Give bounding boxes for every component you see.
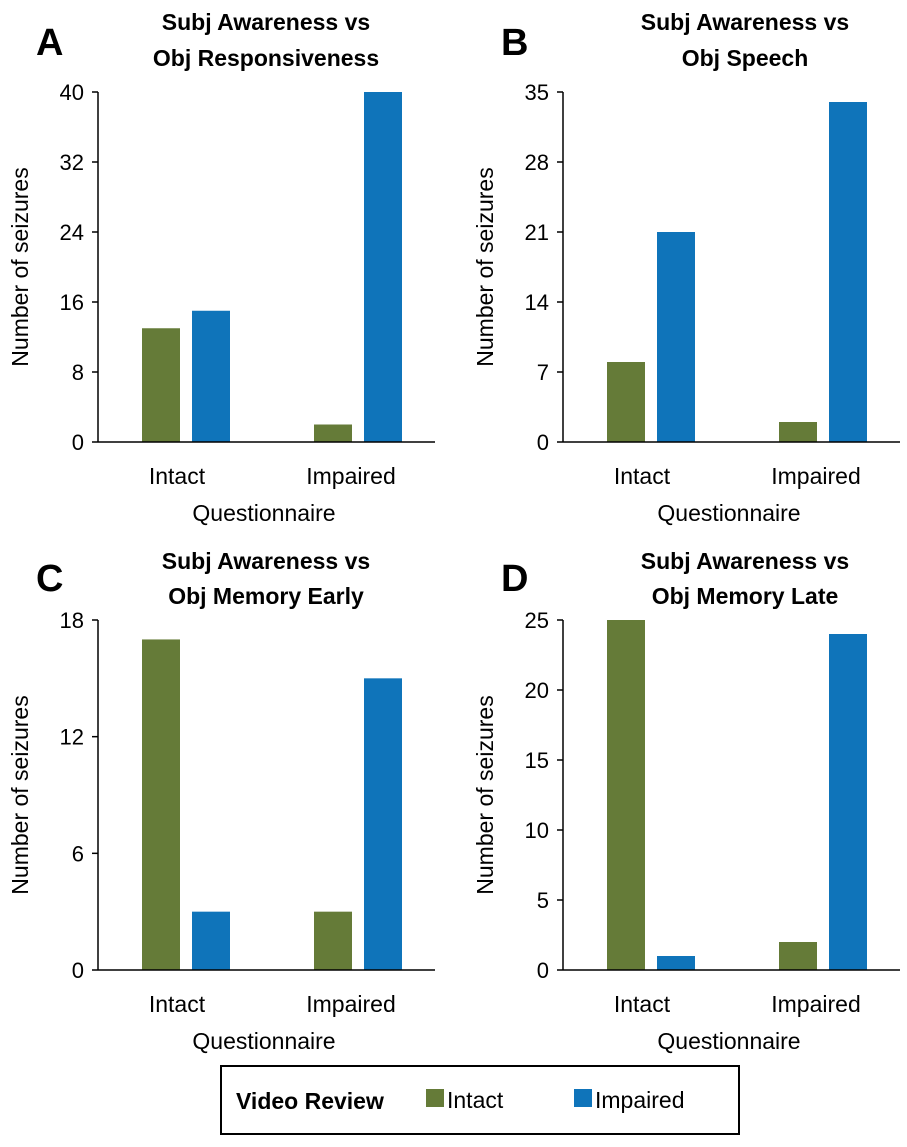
y-tick-label: 7 <box>537 360 549 385</box>
y-tick-label: 18 <box>60 608 84 633</box>
y-tick-label: 24 <box>60 220 84 245</box>
chart-title-line: Subj Awareness vs <box>641 9 849 35</box>
panel-letter: A <box>36 22 63 64</box>
panel-letter: C <box>36 558 63 600</box>
bar-intact-impaired <box>779 942 817 970</box>
y-tick-label: 0 <box>537 958 549 983</box>
x-category-label: Impaired <box>771 463 860 489</box>
x-category-label: Impaired <box>306 991 395 1017</box>
bar-intact-impaired <box>314 911 352 970</box>
y-tick-label: 8 <box>72 360 84 385</box>
y-tick-label: 0 <box>72 958 84 983</box>
chart-title-line: Obj Memory Early <box>168 583 364 609</box>
y-axis-title: Number of seizures <box>472 167 498 366</box>
y-axis-title: Number of seizures <box>7 695 33 894</box>
bar-impaired-intact <box>192 310 230 442</box>
legend: Video Review Intact Impaired <box>220 1065 740 1135</box>
x-axis-title: Questionnaire <box>192 500 335 526</box>
legend-label-intact: Intact <box>447 1087 504 1113</box>
y-tick-label: 40 <box>60 80 84 105</box>
y-tick-label: 15 <box>525 748 549 773</box>
legend-frame <box>220 1065 740 1135</box>
chart-title-line: Obj Speech <box>682 45 809 71</box>
legend-swatch-intact <box>426 1089 444 1107</box>
chart-title-line: Obj Memory Late <box>652 583 839 609</box>
chart-title-line: Subj Awareness vs <box>162 9 370 35</box>
bar-impaired-intact <box>657 956 695 970</box>
chart-panel-c: C Subj Awareness vs Obj Memory Early 0 6 12 18… <box>7 548 435 1054</box>
bar-intact-intact <box>142 639 180 970</box>
x-category-label: Impaired <box>771 991 860 1017</box>
legend-swatch-impaired <box>574 1089 592 1107</box>
y-tick-label: 35 <box>525 80 549 105</box>
y-tick-label: 14 <box>525 290 549 315</box>
y-tick-label: 0 <box>537 430 549 455</box>
bar-impaired-intact <box>657 232 695 442</box>
y-axis-title: Number of seizures <box>472 695 498 894</box>
legend-label-impaired: Impaired <box>595 1087 684 1113</box>
y-tick-label: 12 <box>60 725 84 750</box>
y-tick-label: 6 <box>72 841 84 866</box>
x-category-label: Intact <box>149 991 206 1017</box>
y-tick-label: 32 <box>60 150 84 175</box>
x-category-label: Intact <box>614 991 671 1017</box>
bar-intact-impaired <box>779 422 817 442</box>
bar-intact-intact <box>607 362 645 442</box>
x-axis-title: Questionnaire <box>657 1028 800 1054</box>
chart-title-line: Subj Awareness vs <box>162 548 370 574</box>
chart-title-line: Subj Awareness vs <box>641 548 849 574</box>
bar-intact-intact <box>142 328 180 442</box>
y-tick-label: 5 <box>537 888 549 913</box>
y-tick-label: 0 <box>72 430 84 455</box>
x-category-label: Impaired <box>306 463 395 489</box>
bar-impaired-impaired <box>364 678 402 970</box>
chart-panel-a: A Subj Awareness vs Obj Responsiveness 0 8 16… <box>7 9 435 526</box>
x-axis-title: Questionnaire <box>657 500 800 526</box>
x-axis-title: Questionnaire <box>192 1028 335 1054</box>
y-tick-label: 20 <box>525 678 549 703</box>
bar-impaired-impaired <box>364 92 402 442</box>
x-category-label: Intact <box>614 463 671 489</box>
bar-impaired-intact <box>192 911 230 970</box>
chart-panels: A Subj Awareness vs Obj Responsiveness 0 8 16… <box>7 9 900 1054</box>
y-tick-label: 16 <box>60 290 84 315</box>
bar-intact-intact <box>607 620 645 970</box>
bar-impaired-impaired <box>829 634 867 970</box>
legend-title: Video Review <box>236 1088 384 1114</box>
bar-intact-impaired <box>314 424 352 442</box>
y-tick-label: 10 <box>525 818 549 843</box>
chart-panel-d: D Subj Awareness vs Obj Memory Late 0 5 10 15 2… <box>472 548 900 1054</box>
y-tick-label: 28 <box>525 150 549 175</box>
x-category-label: Intact <box>149 463 206 489</box>
panel-letter: D <box>501 558 528 600</box>
chart-panel-b: B Subj Awareness vs Obj Speech 0 7 14 21 28 35 In… <box>472 9 900 526</box>
y-tick-label: 25 <box>525 608 549 633</box>
chart-title-line: Obj Responsiveness <box>153 45 379 71</box>
panel-letter: B <box>501 22 528 64</box>
y-axis-title: Number of seizures <box>7 167 33 366</box>
bar-impaired-impaired <box>829 102 867 442</box>
y-tick-label: 21 <box>525 220 549 245</box>
